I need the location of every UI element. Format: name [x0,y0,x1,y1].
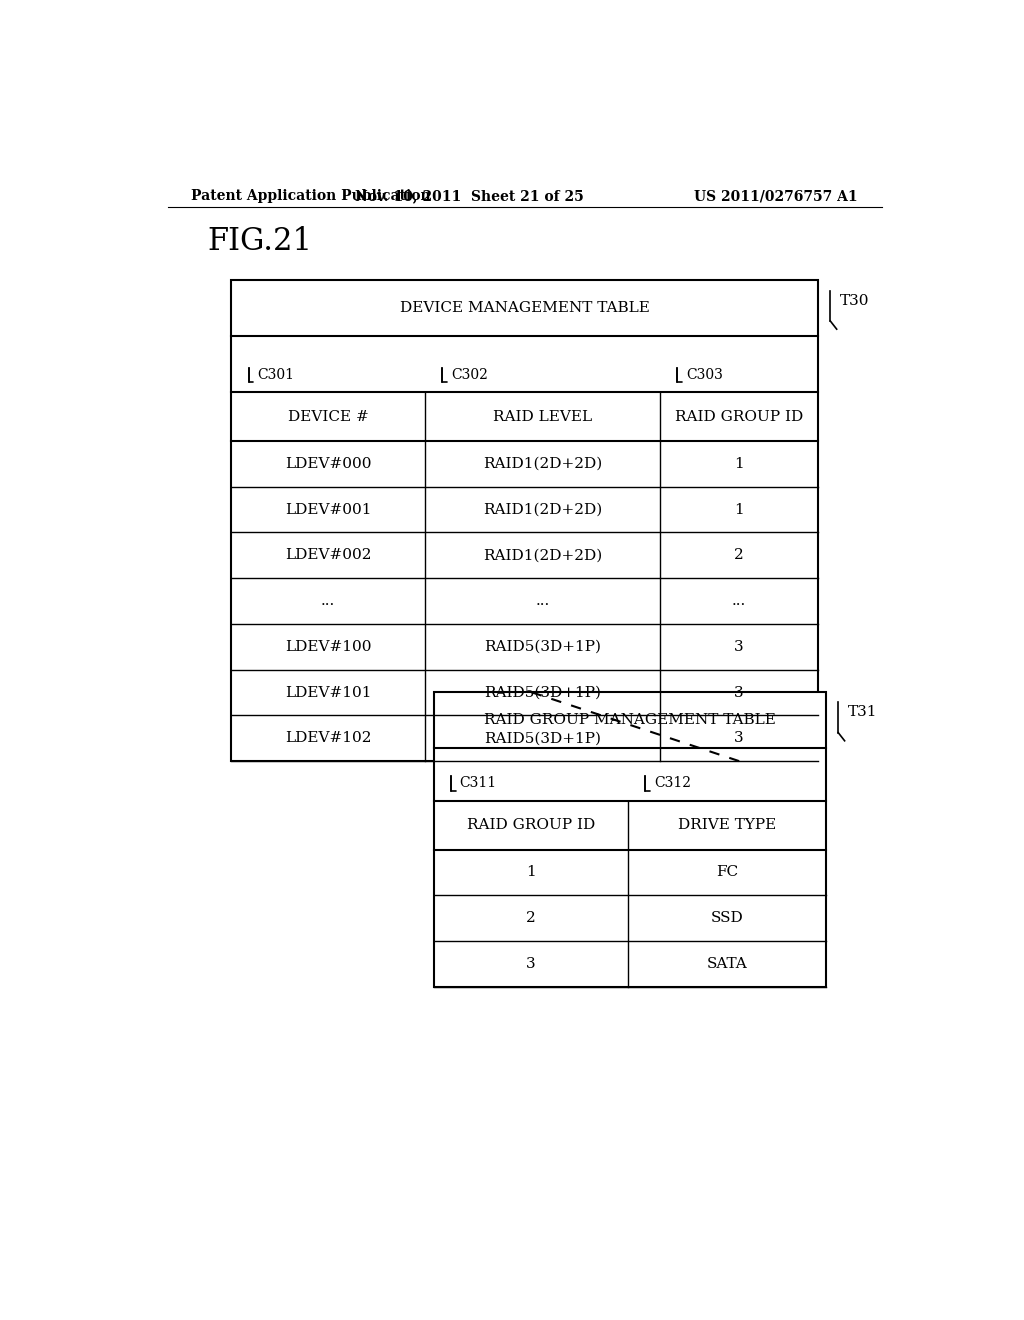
Text: DRIVE TYPE: DRIVE TYPE [678,818,776,832]
Text: 1: 1 [526,866,536,879]
Text: FC: FC [716,866,738,879]
Text: Patent Application Publication: Patent Application Publication [191,189,431,203]
Text: ...: ... [536,594,550,609]
Text: LDEV#100: LDEV#100 [285,640,372,653]
Text: RAID GROUP ID: RAID GROUP ID [467,818,595,832]
Text: ...: ... [732,594,746,609]
Text: 3: 3 [734,640,744,653]
Text: RAID5(3D+1P): RAID5(3D+1P) [484,640,601,653]
Text: 3: 3 [526,957,536,972]
Text: LDEV#102: LDEV#102 [285,731,372,746]
Text: LDEV#001: LDEV#001 [285,503,372,516]
Bar [433,692,826,987]
Text: ...: ... [321,594,335,609]
Text: 1: 1 [734,457,744,471]
Text: RAID GROUP MANAGEMENT TABLE: RAID GROUP MANAGEMENT TABLE [484,713,776,727]
Text: LDEV#002: LDEV#002 [285,548,372,562]
Text: 3: 3 [734,685,744,700]
Text: US 2011/0276757 A1: US 2011/0276757 A1 [694,189,858,203]
Text: DEVICE MANAGEMENT TABLE: DEVICE MANAGEMENT TABLE [399,301,650,315]
Text: SATA: SATA [707,957,748,972]
Text: RAID1(2D+2D): RAID1(2D+2D) [482,548,602,562]
Text: LDEV#101: LDEV#101 [285,685,372,700]
Text: DEVICE #: DEVICE # [288,409,369,424]
Bar [231,280,818,762]
Text: C301: C301 [257,368,294,381]
Text: T31: T31 [848,705,878,719]
Text: LDEV#000: LDEV#000 [285,457,372,471]
Text: C312: C312 [654,776,691,791]
Text: C303: C303 [686,368,723,381]
Text: T30: T30 [840,293,869,308]
Text: 2: 2 [526,911,536,925]
Text: RAID1(2D+2D): RAID1(2D+2D) [482,503,602,516]
Text: RAID5(3D+1P): RAID5(3D+1P) [484,685,601,700]
Text: RAID LEVEL: RAID LEVEL [493,409,592,424]
Text: 3: 3 [734,731,744,746]
Text: 2: 2 [734,548,744,562]
Text: RAID GROUP ID: RAID GROUP ID [675,409,803,424]
Text: RAID1(2D+2D): RAID1(2D+2D) [482,457,602,471]
Text: FIG.21: FIG.21 [207,226,312,257]
Text: SSD: SSD [711,911,743,925]
Text: C302: C302 [452,368,488,381]
Text: RAID5(3D+1P): RAID5(3D+1P) [484,731,601,746]
Text: C311: C311 [460,776,497,791]
Text: 1: 1 [734,503,744,516]
Text: Nov. 10, 2011  Sheet 21 of 25: Nov. 10, 2011 Sheet 21 of 25 [355,189,584,203]
